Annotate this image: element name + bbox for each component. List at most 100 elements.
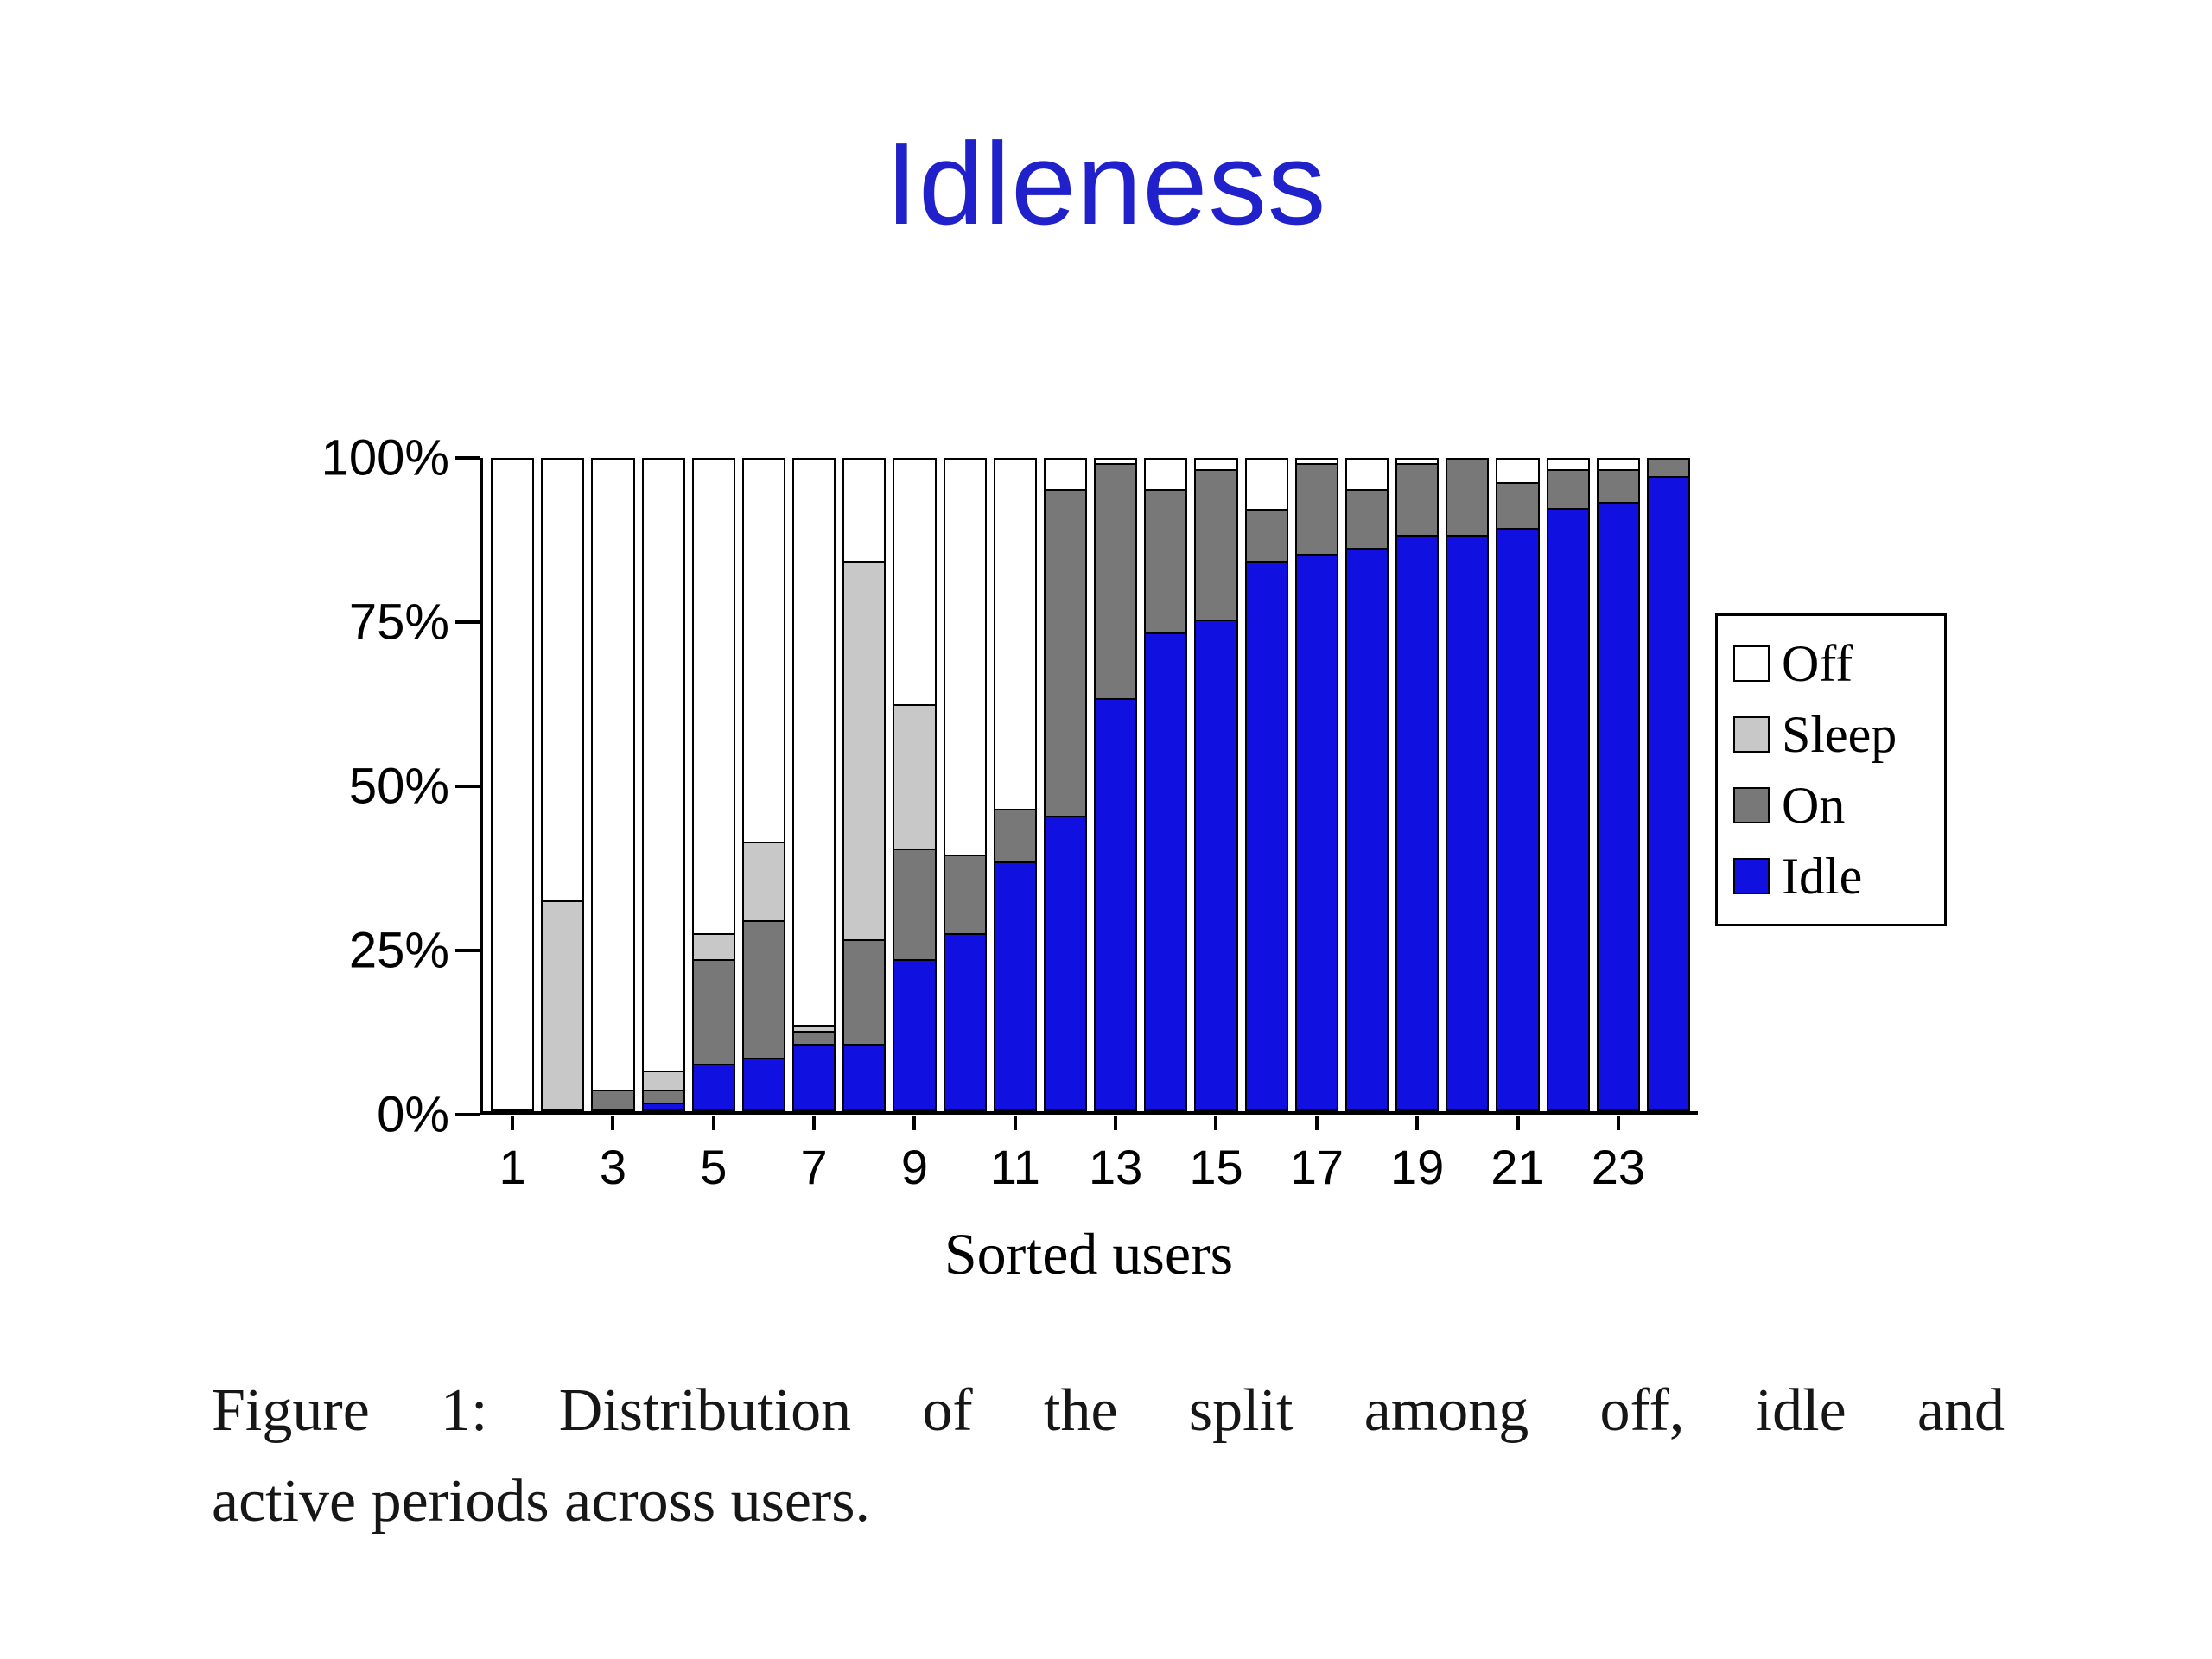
bar-segment-idle (1446, 536, 1490, 1111)
stacked-bar (993, 458, 1037, 1111)
legend-entry-off: Off (1733, 635, 1929, 692)
x-tick-cell: 15 (1189, 1116, 1243, 1195)
x-tick-cell: 7 (792, 1116, 836, 1195)
bar-segment-on (591, 1091, 635, 1111)
legend-label: On (1782, 777, 1846, 834)
legend-label: Idle (1782, 848, 1863, 905)
x-tick-cell (944, 1116, 987, 1195)
stacked-bar (491, 458, 535, 1111)
y-tick-label: 100% (321, 429, 449, 486)
stacked-bar (792, 458, 836, 1111)
bar-segment-on (842, 941, 887, 1046)
x-tick-mark (1114, 1116, 1118, 1130)
bar-segment-off (1244, 458, 1288, 511)
bar-segment-idle (1395, 536, 1440, 1111)
bar-segment-sleep (691, 934, 735, 962)
bar-segment-off (993, 458, 1037, 811)
x-tick-label: 11 (989, 1140, 1040, 1194)
bar-segment-off (491, 458, 535, 1111)
stacked-bar (1244, 458, 1288, 1111)
bar-segment-idle (691, 1065, 735, 1111)
slide-title: Idleness (885, 118, 1327, 249)
bar-segment-idle (1344, 549, 1389, 1111)
x-tick-label: 3 (599, 1140, 626, 1194)
bar-segment-idle (641, 1104, 685, 1111)
x-tick-mark (511, 1116, 515, 1130)
x-tick-label: 1 (499, 1140, 526, 1194)
x-tick-cell (642, 1116, 685, 1195)
x-tick-mark (1415, 1116, 1420, 1130)
x-tick-mark (812, 1116, 817, 1130)
x-tick-label: 15 (1189, 1140, 1243, 1194)
legend-entry-sleep: Sleep (1733, 706, 1929, 763)
x-tick-label: 13 (1089, 1140, 1143, 1194)
bar-segment-sleep (792, 1026, 836, 1033)
x-tick-label: 17 (1289, 1140, 1344, 1194)
x-tick-cell: 9 (893, 1116, 936, 1195)
bar-segment-idle (1496, 530, 1540, 1111)
x-tick-cell (1446, 1116, 1489, 1195)
bar-segment-on (741, 921, 786, 1059)
bar-segment-on (1094, 464, 1138, 700)
x-tick-cell: 1 (491, 1116, 534, 1195)
bar-segment-idle (1294, 556, 1338, 1111)
bar-segment-idle (792, 1046, 836, 1111)
x-tick-cell (1245, 1116, 1288, 1195)
stacked-bar (1546, 458, 1590, 1111)
x-tick-label: 5 (700, 1140, 728, 1194)
legend-entry-idle: Idle (1733, 848, 1929, 905)
x-tick-label: 23 (1591, 1140, 1646, 1194)
legend-label: Off (1782, 635, 1853, 692)
x-tick-mark (1314, 1116, 1319, 1130)
stacked-bar (1294, 458, 1338, 1111)
bar-segment-off (1043, 458, 1088, 491)
y-tick-mark (455, 785, 480, 788)
x-tick-mark (1516, 1116, 1520, 1130)
legend-label: Sleep (1782, 706, 1897, 763)
x-axis-labels: 1 3 5 7 9 11 13 15 17 19 21 23 (483, 1116, 1698, 1195)
bar-segment-off (1596, 458, 1640, 472)
bar-segment-on (943, 856, 987, 935)
bar-segment-off (1395, 458, 1440, 465)
stacked-bar (641, 458, 685, 1111)
x-tick-cell (1647, 1116, 1690, 1195)
x-tick-label: 19 (1390, 1140, 1445, 1194)
bar-segment-off (842, 458, 887, 563)
bar-segment-sleep (741, 843, 786, 922)
caption-line-1: Figure 1: Distribution of the split amon… (212, 1377, 2005, 1444)
bar-segment-off (1344, 458, 1389, 491)
x-tick-cell (842, 1116, 886, 1195)
plot-area (480, 458, 1698, 1115)
bar-segment-on (1596, 471, 1640, 504)
bar-segment-idle (741, 1058, 786, 1111)
stacked-bar (1646, 458, 1691, 1111)
bar-segment-idle (1596, 503, 1640, 1111)
y-axis-tick-marks (455, 456, 480, 1116)
bar-segment-off (641, 458, 685, 1072)
y-tick-label: 50% (348, 758, 449, 815)
x-tick-cell: 19 (1390, 1116, 1444, 1195)
bar-segment-on (1344, 490, 1389, 550)
stacked-bar (1344, 458, 1389, 1111)
stacked-bar (1496, 458, 1540, 1111)
bar-segment-off (1496, 458, 1540, 485)
x-axis-title: Sorted users (944, 1221, 1234, 1287)
x-tick-mark (711, 1116, 715, 1130)
bar-segment-on (993, 810, 1037, 863)
bar-segment-off (1294, 458, 1338, 465)
x-tick-cell: 11 (990, 1116, 1040, 1195)
y-tick-label: 75% (348, 594, 449, 651)
bar-segment-on (1546, 471, 1590, 511)
bar-segment-on (1496, 484, 1540, 531)
bar-segment-off (591, 458, 635, 1092)
bar-segment-off (1094, 458, 1138, 465)
bar-segment-on (1646, 458, 1691, 478)
x-tick-cell: 13 (1089, 1116, 1142, 1195)
bar-segment-off (943, 458, 987, 857)
bar-segment-off (1194, 458, 1238, 472)
x-tick-cell (1144, 1116, 1187, 1195)
y-tick-label: 25% (348, 922, 449, 979)
bar-segment-idle (1144, 634, 1188, 1111)
bar-segment-idle (1194, 621, 1238, 1111)
legend: Off Sleep On Idle (1715, 613, 1947, 926)
